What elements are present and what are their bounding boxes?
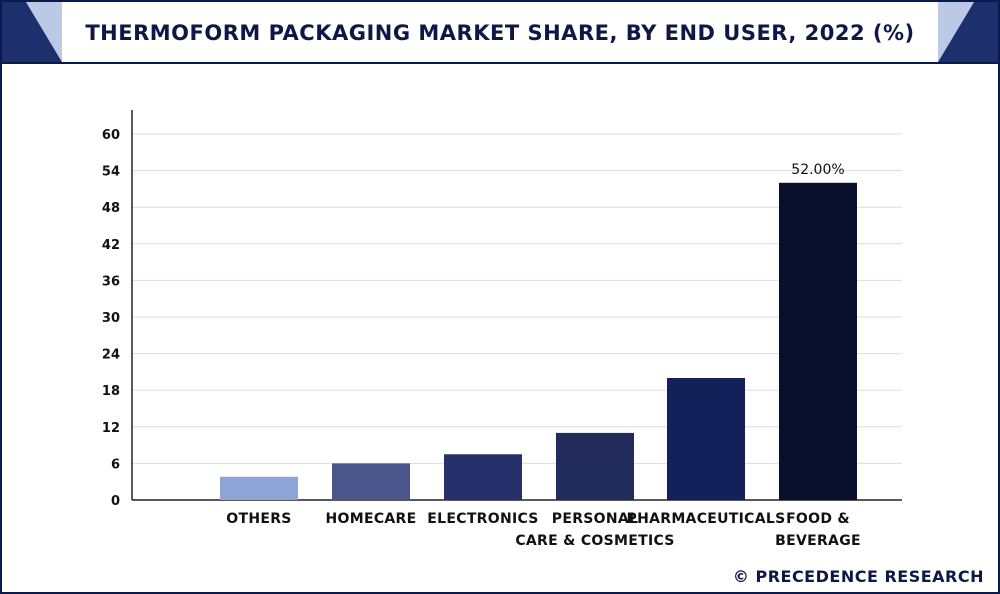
bar: [444, 454, 522, 500]
y-tick-label: 18: [102, 384, 120, 399]
x-tick-label: PERSONAL: [552, 511, 638, 527]
y-tick-label: 36: [102, 274, 120, 289]
bar: [332, 463, 410, 500]
bar: [779, 182, 857, 501]
data-label: 52.00%: [791, 162, 844, 178]
header-band: THERMOFORM PACKAGING MARKET SHARE, BY EN…: [2, 2, 998, 64]
x-tick-label: PHARMACEUTICALS: [627, 511, 786, 527]
x-tick-label: FOOD &: [786, 511, 850, 527]
chart-title: THERMOFORM PACKAGING MARKET SHARE, BY EN…: [85, 21, 915, 45]
bar: [220, 476, 298, 500]
y-tick-label: 0: [111, 494, 120, 509]
y-tick-label: 12: [102, 421, 120, 436]
y-tick-label: 60: [102, 128, 120, 143]
y-tick-label: 30: [102, 311, 120, 326]
y-tick-label: 54: [102, 165, 120, 180]
y-tick-label: 42: [102, 238, 120, 253]
watermark: © PRECEDENCE RESEARCH: [732, 567, 984, 586]
header-corner-left: [2, 2, 62, 62]
bar: [556, 432, 634, 500]
x-tick-label: HOMECARE: [326, 511, 417, 527]
y-tick-label: 6: [111, 457, 120, 472]
header-corner-right: [938, 2, 998, 62]
x-tick-label: BEVERAGE: [775, 533, 861, 549]
bar: [667, 378, 745, 500]
x-tick-label: ELECTRONICS: [427, 511, 538, 527]
x-tick-label: CARE & COSMETICS: [515, 533, 674, 549]
y-tick-label: 24: [102, 348, 120, 363]
y-tick-label: 48: [102, 201, 120, 216]
x-tick-label: OTHERS: [226, 511, 291, 527]
